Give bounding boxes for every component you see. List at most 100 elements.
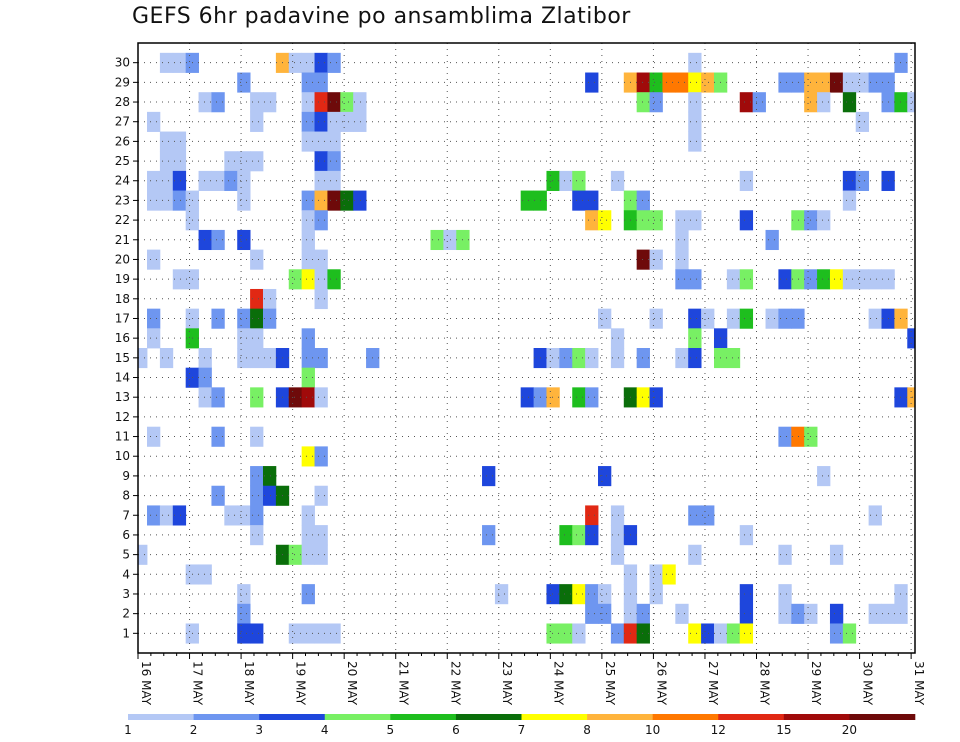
x-axis: 16 MAY 17 MAY 18 MAY 19 MAY 20 MAY 21 MAY 22 M… <box>137 653 926 706</box>
data-cell <box>250 387 264 408</box>
colorbar-segment <box>718 714 785 720</box>
x-tick-label: 23 MAY <box>500 661 514 706</box>
data-cell <box>314 72 328 93</box>
data-cell <box>211 485 225 506</box>
data-cell <box>739 525 754 546</box>
data-cell <box>894 52 908 73</box>
data-cell <box>778 72 792 93</box>
data-cell <box>817 92 831 113</box>
data-cell <box>327 190 341 211</box>
data-cell <box>791 269 805 290</box>
data-cell <box>172 190 187 211</box>
data-cell <box>353 92 367 113</box>
colorbar-segment <box>324 714 391 720</box>
data-cell <box>855 170 870 191</box>
data-cell <box>159 505 174 526</box>
y-tick-label: 12 <box>115 410 130 424</box>
y-tick-label: 22 <box>115 213 130 227</box>
data-cell <box>688 210 702 231</box>
data-cell <box>237 623 251 644</box>
data-cell <box>211 92 225 113</box>
data-cell <box>314 387 328 408</box>
data-cell <box>739 308 754 329</box>
data-cell <box>327 269 341 290</box>
data-cell <box>688 308 702 329</box>
data-cell <box>198 229 212 251</box>
data-cell <box>250 249 264 270</box>
data-cell <box>894 387 908 408</box>
data-cell <box>250 92 264 113</box>
data-cell <box>829 544 844 565</box>
data-cell <box>314 190 328 211</box>
data-cell <box>585 387 599 408</box>
data-cell <box>894 308 908 329</box>
data-cell <box>778 584 792 605</box>
data-cell <box>237 151 251 172</box>
data-cell <box>636 92 650 113</box>
y-tick-label: 24 <box>115 174 130 188</box>
data-cell <box>636 190 650 211</box>
x-tick-label: 31 MAY <box>912 661 926 706</box>
data-cell <box>301 584 315 605</box>
data-cell <box>250 505 264 526</box>
colorbar-label: 3 <box>255 723 263 737</box>
data-cell <box>147 190 161 211</box>
data-cell <box>147 505 161 526</box>
y-tick-label: 15 <box>115 351 130 365</box>
data-cell <box>159 348 174 369</box>
data-cell <box>301 269 315 290</box>
data-cell <box>314 525 328 546</box>
data-cell <box>353 111 367 132</box>
x-tick-label: 19 MAY <box>294 661 308 706</box>
data-cell <box>301 131 315 152</box>
colorbar-label: 6 <box>452 723 460 737</box>
data-cell <box>572 525 586 546</box>
data-cell <box>327 131 341 152</box>
data-cell <box>314 52 328 73</box>
data-cell <box>559 170 573 191</box>
data-cell <box>301 229 315 251</box>
data-cell <box>250 348 264 369</box>
colorbar-segment <box>390 714 457 720</box>
data-cell <box>829 603 844 624</box>
data-cell <box>262 466 277 487</box>
data-cell <box>585 603 599 624</box>
data-cell <box>250 151 264 172</box>
y-tick-label: 30 <box>115 56 130 70</box>
data-cell <box>649 564 663 585</box>
colorbar-label: 2 <box>190 723 198 737</box>
data-cell <box>662 72 676 93</box>
data-cell <box>868 505 882 526</box>
data-cell <box>598 210 612 231</box>
data-cell <box>675 348 689 369</box>
y-axis: 1234567891011121314151617181920212223242… <box>115 56 138 640</box>
data-cell <box>778 426 792 447</box>
x-tick-label: 21 MAY <box>397 661 411 706</box>
data-cell <box>842 623 857 644</box>
data-cell <box>739 269 754 290</box>
data-cell <box>726 308 741 329</box>
data-cell <box>894 584 908 605</box>
data-cell <box>314 249 328 270</box>
data-cell <box>198 348 212 369</box>
x-tick-label: 24 MAY <box>551 661 565 706</box>
data-cell <box>198 387 212 408</box>
data-cell <box>688 505 702 526</box>
data-cell <box>842 269 857 290</box>
x-tick-label: 30 MAY <box>861 661 875 706</box>
data-cell <box>288 52 303 73</box>
data-cell <box>585 584 599 605</box>
data-cell <box>250 466 264 487</box>
data-cell <box>739 210 754 231</box>
data-cell <box>224 170 238 191</box>
data-cell <box>494 584 509 605</box>
data-cell <box>636 603 650 624</box>
data-cell <box>688 131 702 152</box>
colorbar-segment <box>521 714 588 720</box>
data-cell <box>559 584 573 605</box>
data-cell <box>262 348 277 369</box>
data-cell <box>688 72 702 93</box>
y-tick-label: 3 <box>122 587 130 601</box>
data-cell <box>791 603 805 624</box>
